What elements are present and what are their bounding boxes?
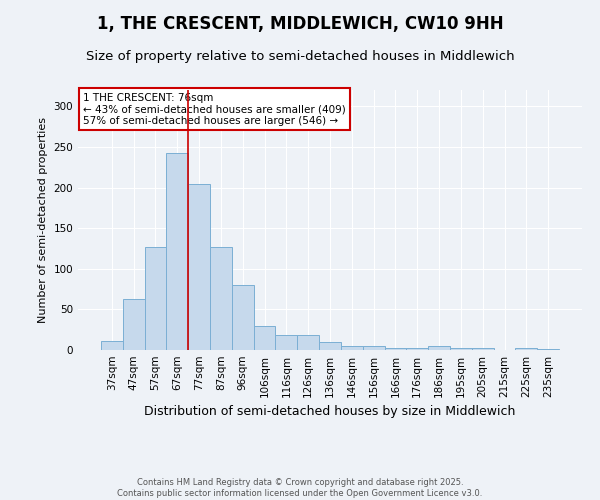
Bar xyxy=(188,184,210,350)
Bar xyxy=(254,326,275,350)
Bar xyxy=(537,349,559,350)
Bar xyxy=(385,348,406,350)
Bar xyxy=(472,348,494,350)
Text: 1, THE CRESCENT, MIDDLEWICH, CW10 9HH: 1, THE CRESCENT, MIDDLEWICH, CW10 9HH xyxy=(97,15,503,33)
Text: 1 THE CRESCENT: 76sqm
← 43% of semi-detached houses are smaller (409)
57% of sem: 1 THE CRESCENT: 76sqm ← 43% of semi-deta… xyxy=(83,92,346,126)
Y-axis label: Number of semi-detached properties: Number of semi-detached properties xyxy=(38,117,48,323)
Bar xyxy=(406,348,428,350)
Bar xyxy=(145,247,166,350)
Bar xyxy=(297,336,319,350)
Text: Size of property relative to semi-detached houses in Middlewich: Size of property relative to semi-detach… xyxy=(86,50,514,63)
Bar xyxy=(515,348,537,350)
Bar xyxy=(450,348,472,350)
Bar xyxy=(210,247,232,350)
Text: Contains HM Land Registry data © Crown copyright and database right 2025.
Contai: Contains HM Land Registry data © Crown c… xyxy=(118,478,482,498)
Bar xyxy=(232,285,254,350)
Bar xyxy=(101,341,123,350)
Bar xyxy=(341,346,363,350)
Bar xyxy=(363,346,385,350)
X-axis label: Distribution of semi-detached houses by size in Middlewich: Distribution of semi-detached houses by … xyxy=(145,406,515,418)
Bar xyxy=(166,154,188,350)
Bar xyxy=(319,342,341,350)
Bar xyxy=(275,336,297,350)
Bar xyxy=(428,346,450,350)
Bar xyxy=(123,299,145,350)
